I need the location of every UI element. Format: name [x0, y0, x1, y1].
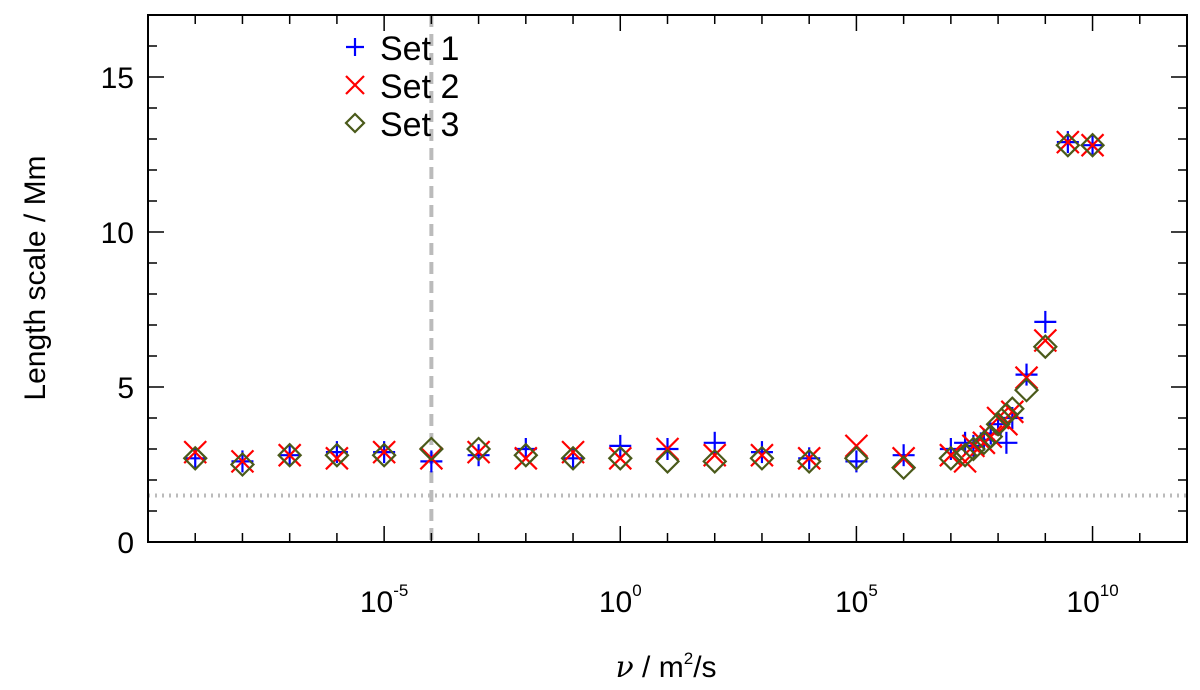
x-tick-label-base: 10 [360, 586, 393, 619]
series-set-3 [182, 132, 1106, 481]
plus-marker [346, 38, 364, 56]
diamond-marker [952, 442, 978, 468]
diamond-marker [960, 436, 986, 462]
x-tick-label-base: 10 [835, 586, 868, 619]
x-axis-title-suffix: /s [693, 651, 716, 684]
diamond-marker [560, 445, 586, 471]
x-marker [608, 446, 633, 471]
plus-marker [1015, 363, 1038, 386]
y-tick-label: 0 [117, 527, 134, 560]
x-axis-title-unit: / m [634, 651, 684, 684]
legend-item: Set 1 [346, 30, 459, 68]
x-tick-label: 1010 [1066, 581, 1118, 619]
y-tick-labels: 0 5 10 15 [101, 62, 134, 560]
x-marker [345, 75, 365, 95]
legend-item: Set 2 [345, 68, 459, 106]
diamond-marker [371, 442, 397, 468]
diamond-marker [182, 445, 208, 471]
diamond-marker [891, 455, 917, 481]
x-axis-title-exponent: 2 [684, 649, 693, 668]
y-tick-label: 5 [117, 372, 134, 405]
x-tick-label-exponent: 10 [1100, 581, 1119, 600]
diamond-marker [1079, 132, 1106, 158]
legend-label: Set 3 [380, 106, 459, 144]
diamond-marker [277, 442, 303, 468]
diamond-marker [993, 402, 1019, 428]
plus-marker [1034, 310, 1057, 333]
legend-item: Set 3 [344, 106, 459, 144]
plus-marker [514, 438, 537, 460]
diamond-marker [654, 448, 681, 474]
diamond-marker [418, 436, 444, 462]
diamond-marker [999, 396, 1025, 422]
diamond-marker [749, 445, 775, 471]
plot-frame [147, 14, 1188, 543]
x-tick-label-base: 10 [599, 586, 632, 619]
diamond-marker [971, 430, 997, 456]
diamond-marker [513, 442, 539, 468]
diamond-marker [843, 445, 869, 471]
x-marker [561, 440, 585, 464]
x-marker [183, 440, 208, 464]
x-tick-label: 10-5 [360, 581, 409, 619]
x-marker [1033, 328, 1058, 353]
x-tick-labels: 10-5 100 105 1010 [360, 581, 1119, 619]
diamond-marker [1032, 334, 1058, 360]
diamond-marker [466, 436, 492, 462]
x-marker [419, 446, 444, 471]
plus-marker [995, 431, 1018, 454]
x-axis-title-symbol: ν [615, 650, 633, 685]
x-tick-label-base: 10 [1066, 586, 1099, 619]
diamond-marker [324, 442, 350, 468]
diamond-marker [978, 424, 1004, 450]
diamond-marker [607, 445, 633, 471]
x-tick-label-exponent: 0 [632, 581, 641, 600]
x-marker [891, 446, 916, 471]
legend-label: Set 2 [380, 68, 459, 106]
legend-label: Set 1 [380, 30, 459, 68]
x-marker [1080, 133, 1105, 157]
y-tick-label: 10 [101, 217, 134, 250]
diamond-marker [796, 448, 822, 474]
diamond-marker [985, 411, 1011, 437]
x-tick-label: 105 [835, 581, 878, 619]
x-marker [277, 443, 302, 467]
diamond-marker [1013, 377, 1040, 403]
y-axis-title: Length scale / Mm [19, 155, 52, 400]
plus-marker [467, 444, 490, 467]
y-tick-label: 15 [101, 62, 134, 95]
diamond-marker [938, 445, 964, 471]
diamond-marker [702, 448, 728, 474]
plus-marker [750, 441, 773, 464]
diamond-marker [229, 451, 256, 478]
x-marker [702, 443, 727, 467]
data-markers [182, 130, 1106, 481]
x-tick-label: 100 [599, 581, 642, 619]
diamond-marker [1055, 132, 1081, 158]
x-tick-label-exponent: -5 [393, 581, 408, 600]
diamond-marker [344, 112, 366, 134]
x-tick-label-exponent: 5 [868, 581, 877, 600]
x-axis-title: ν / m2/s [615, 649, 716, 685]
x-marker [978, 424, 1003, 449]
